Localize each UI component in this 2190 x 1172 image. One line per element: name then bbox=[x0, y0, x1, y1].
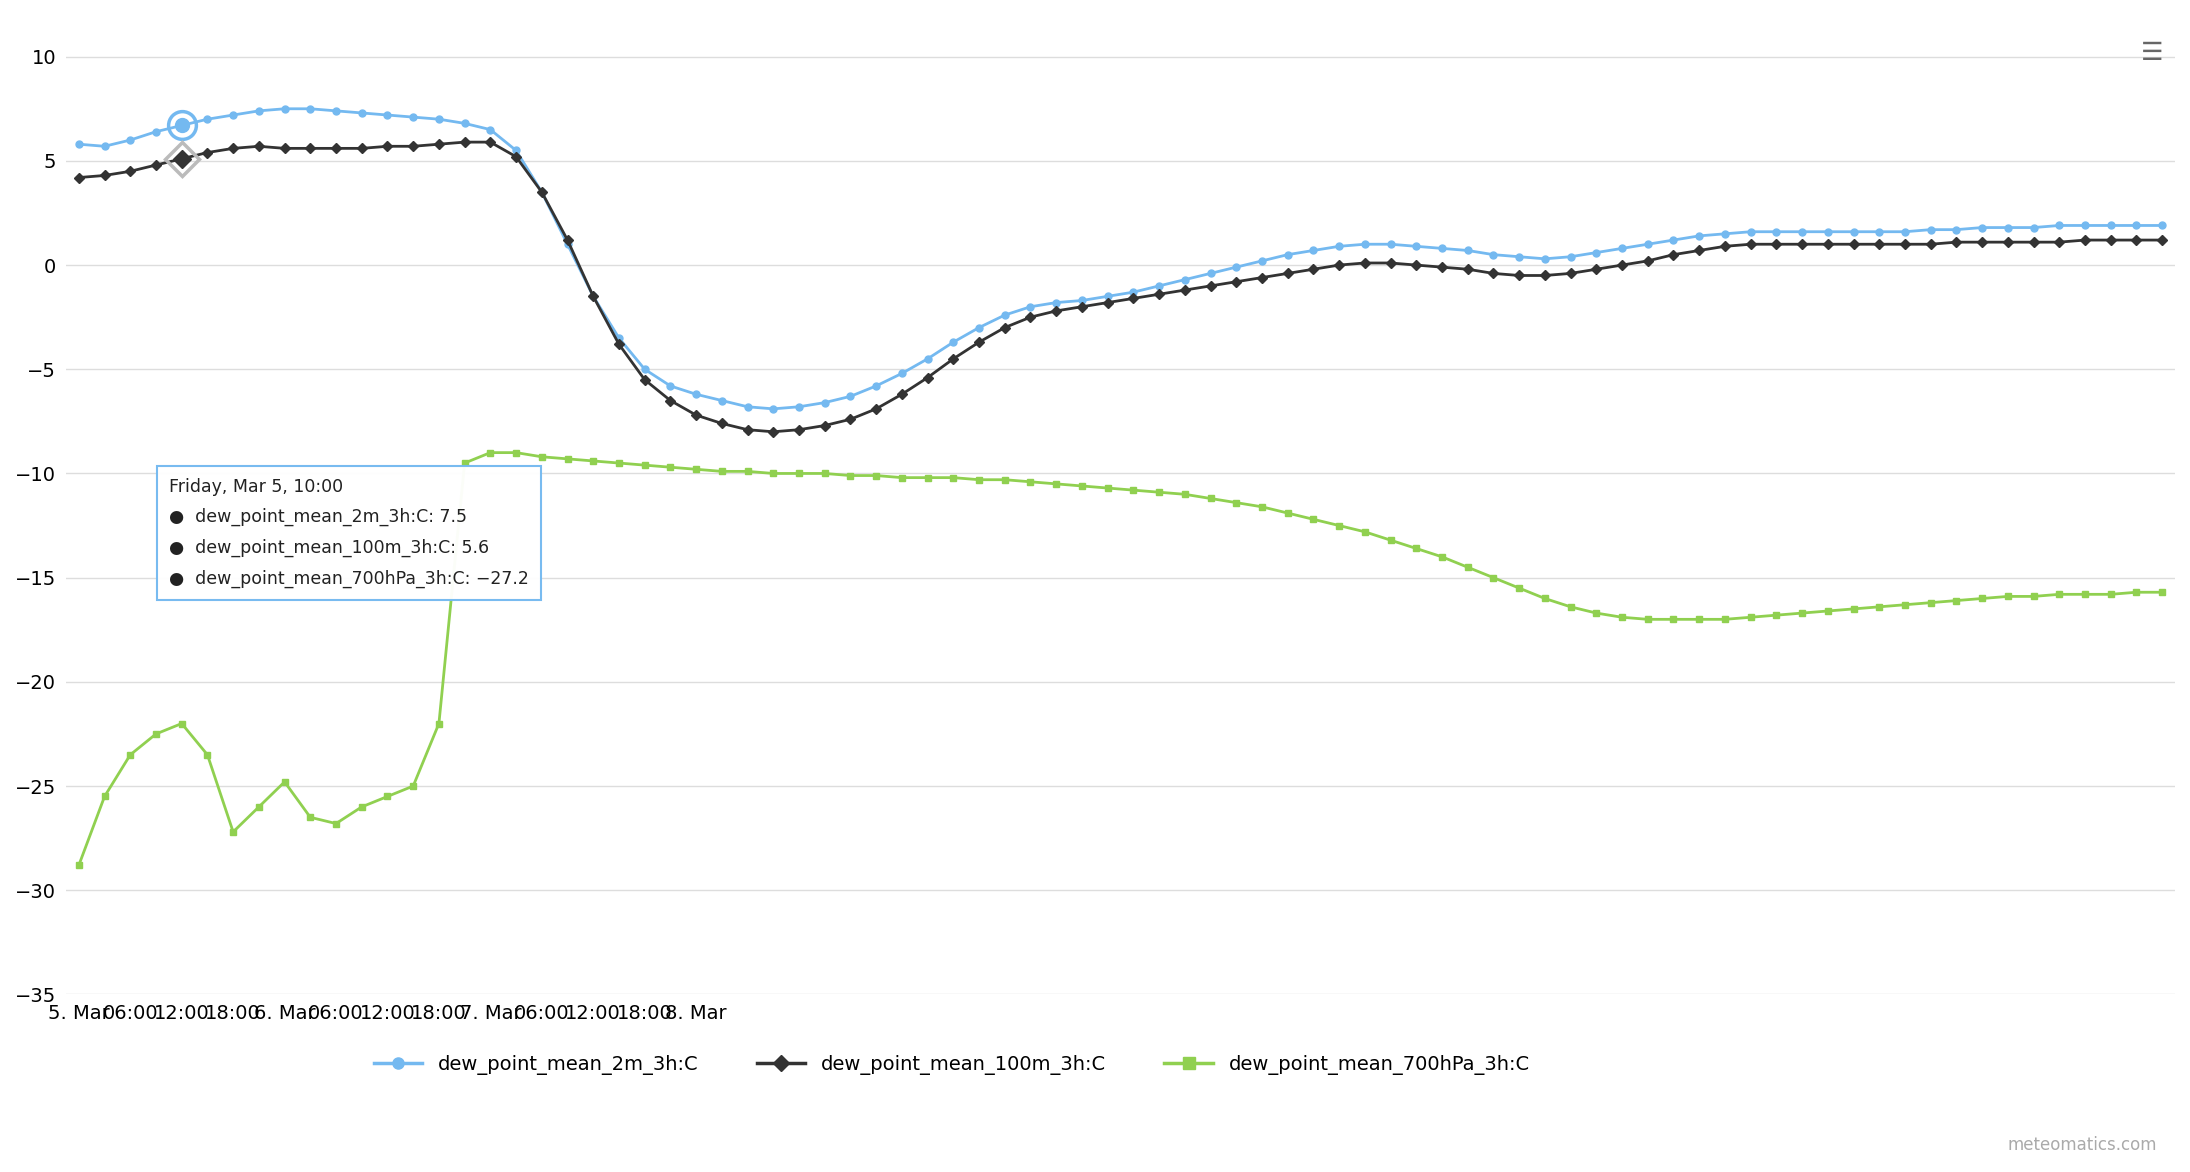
Legend: dew_point_mean_2m_3h:C, dew_point_mean_100m_3h:C, dew_point_mean_700hPa_3h:C: dew_point_mean_2m_3h:C, dew_point_mean_1… bbox=[366, 1047, 1537, 1083]
Text: ☰: ☰ bbox=[2142, 41, 2164, 64]
Text: meteomatics.com: meteomatics.com bbox=[2008, 1137, 2157, 1154]
Text: Friday, Mar 5, 10:00
●  dew_point_mean_2m_3h:C: 7.5
●  dew_point_mean_100m_3h:C:: Friday, Mar 5, 10:00 ● dew_point_mean_2m… bbox=[169, 478, 528, 588]
